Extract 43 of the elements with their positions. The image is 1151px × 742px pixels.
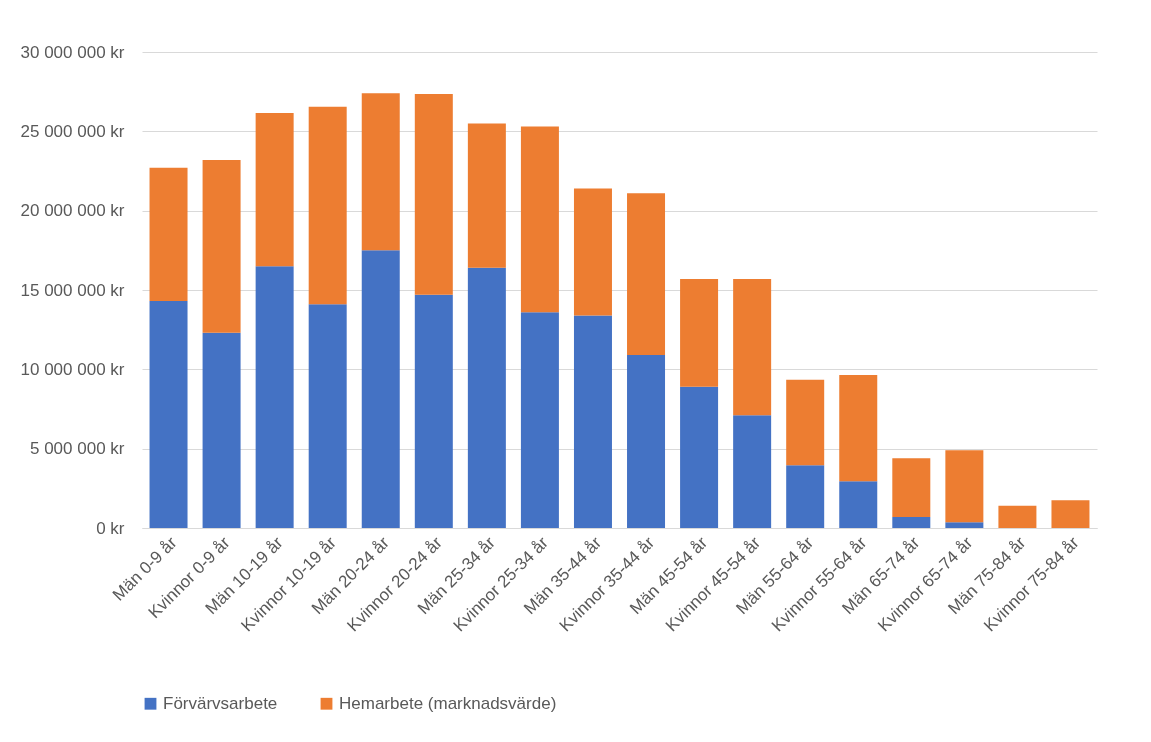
bar — [202, 159, 241, 333]
bar — [149, 167, 188, 302]
bar — [627, 193, 666, 356]
bar — [520, 312, 559, 528]
bar — [308, 106, 347, 305]
bar — [467, 267, 506, 528]
bar — [786, 379, 825, 466]
bar — [945, 450, 984, 523]
bar — [149, 301, 188, 528]
bar — [255, 266, 294, 528]
bar — [467, 123, 506, 268]
y-tick-label: 20 000 000 kr — [20, 201, 125, 221]
bar — [573, 188, 612, 316]
bar — [680, 386, 719, 528]
bar — [945, 522, 984, 528]
bar — [414, 94, 453, 295]
bar — [998, 505, 1037, 528]
bar — [733, 278, 772, 416]
y-tick-label: 15 000 000 kr — [20, 280, 125, 300]
y-tick-label: 25 000 000 kr — [20, 121, 125, 141]
bar — [839, 374, 878, 482]
bar — [680, 278, 719, 387]
bar — [892, 516, 931, 528]
bar — [361, 250, 400, 528]
bar — [1051, 500, 1090, 528]
bar — [520, 126, 559, 313]
bar — [255, 113, 294, 267]
legend-label: Förvärvsarbete — [163, 693, 278, 713]
y-tick-label: 0 kr — [96, 518, 125, 538]
y-tick-label: 5 000 000 kr — [29, 439, 125, 459]
bar — [627, 355, 666, 528]
bar — [308, 304, 347, 528]
bar — [202, 332, 241, 528]
bar — [786, 465, 825, 528]
y-tick-label: 30 000 000 kr — [20, 42, 125, 62]
legend-label: Hemarbete (marknadsvärde) — [339, 693, 557, 713]
bar — [733, 415, 772, 528]
bar — [414, 294, 453, 528]
y-tick-label: 10 000 000 kr — [20, 359, 125, 379]
bar — [573, 315, 612, 528]
bar — [892, 458, 931, 517]
bar — [839, 481, 878, 528]
bar — [361, 93, 400, 251]
